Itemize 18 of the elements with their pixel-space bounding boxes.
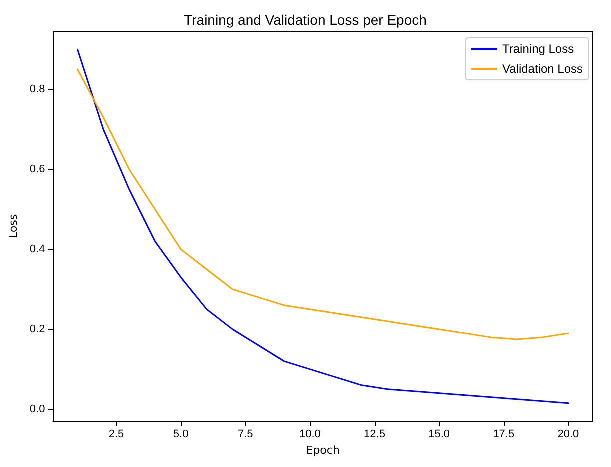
x-tick-label: 2.5 — [108, 428, 124, 440]
legend-label: Validation Loss — [502, 62, 584, 76]
x-axis-title: Epoch — [306, 444, 340, 457]
y-axis-title: Loss — [7, 214, 20, 239]
x-tick-label: 7.5 — [238, 428, 254, 440]
y-tick-label: 0.4 — [30, 243, 46, 256]
y-tick-label: 0.8 — [30, 84, 46, 96]
x-tick-label: 15.0 — [428, 428, 450, 440]
x-tick-label: 20.0 — [558, 428, 580, 440]
y-tick-label: 0.6 — [30, 164, 46, 176]
legend-label: Training Loss — [502, 42, 574, 56]
x-tick-label: 10.0 — [299, 428, 321, 440]
y-tick-label: 0.2 — [30, 323, 46, 336]
y-tick-label: 0.0 — [30, 403, 46, 416]
x-tick-label: 17.5 — [493, 428, 515, 440]
x-tick-label: 5.0 — [173, 428, 189, 440]
chart-title: Training and Validation Loss per Epoch — [184, 12, 427, 28]
x-tick-label: 12.5 — [364, 428, 386, 440]
